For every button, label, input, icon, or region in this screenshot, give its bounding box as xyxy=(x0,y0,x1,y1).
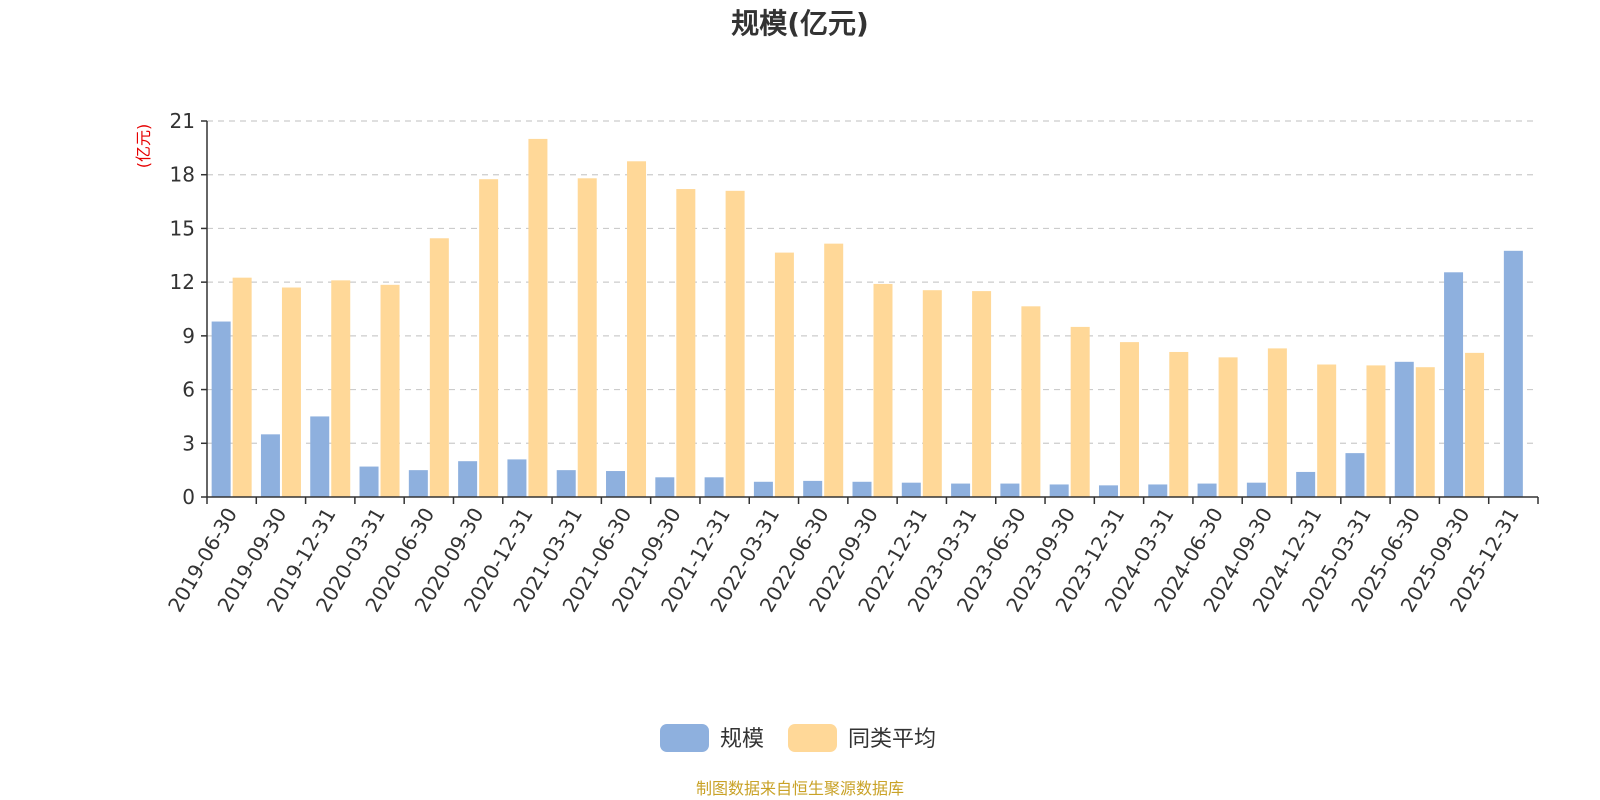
bar-scale xyxy=(260,434,280,497)
legend-swatch xyxy=(788,724,837,752)
bar-scale xyxy=(1000,483,1020,497)
bar-scale xyxy=(1345,453,1365,497)
bar-scale xyxy=(1246,482,1266,497)
bar-scale xyxy=(507,459,527,497)
bar-scale xyxy=(704,477,724,497)
legend-item-scale[interactable]: 规模 xyxy=(660,724,764,752)
bars xyxy=(211,138,1523,498)
bar-peer-average xyxy=(676,189,696,498)
y-tick-label: 12 xyxy=(170,270,195,294)
bar-scale xyxy=(901,482,921,497)
y-axis-ticks: 0 3 6 9 12 15 18 21 xyxy=(170,109,195,509)
bar-peer-average xyxy=(1218,357,1238,497)
legend-label: 同类平均 xyxy=(848,727,936,752)
bar-scale xyxy=(211,321,231,497)
bar-peer-average xyxy=(824,243,844,497)
bar-peer-average xyxy=(1119,342,1139,497)
bar-peer-average xyxy=(1267,348,1287,497)
bar-peer-average xyxy=(331,280,351,497)
bar-scale xyxy=(458,461,478,497)
bar-peer-average xyxy=(972,291,992,497)
bar-scale xyxy=(803,480,823,497)
grid-lines xyxy=(207,120,1538,444)
bar-peer-average xyxy=(627,161,647,498)
bar-peer-average xyxy=(232,277,252,497)
axes xyxy=(201,120,1539,504)
y-tick-label: 18 xyxy=(170,163,195,187)
bar-peer-average xyxy=(429,238,449,497)
bar-scale xyxy=(655,477,675,497)
bar-peer-average xyxy=(380,284,400,497)
data-source-note: 制图数据来自恒生聚源数据库 xyxy=(696,779,904,798)
bar-peer-average xyxy=(577,178,597,498)
bar-peer-average xyxy=(1465,352,1485,497)
bar-peer-average xyxy=(774,252,794,497)
bar-scale xyxy=(1394,361,1414,497)
bar-peer-average xyxy=(281,287,301,497)
y-tick-label: 15 xyxy=(170,216,195,240)
bar-peer-average xyxy=(1366,365,1386,497)
y-tick-label: 21 xyxy=(170,109,195,133)
bar-scale xyxy=(310,416,330,497)
bar-peer-average xyxy=(1317,364,1337,497)
bar-scale xyxy=(606,471,626,497)
y-tick-label: 9 xyxy=(182,324,195,348)
bar-scale xyxy=(359,466,379,497)
y-tick-label: 6 xyxy=(182,378,195,402)
bar-peer-average xyxy=(725,190,745,498)
bar-scale xyxy=(852,481,872,497)
bar-peer-average xyxy=(1021,306,1041,497)
bar-scale xyxy=(1098,485,1118,497)
bar-scale xyxy=(1503,250,1523,497)
bar-peer-average xyxy=(1415,367,1435,497)
chart-title: 规模(亿元) xyxy=(731,7,869,40)
bar-peer-average xyxy=(528,138,548,497)
legend-swatch xyxy=(660,724,709,752)
bar-scale xyxy=(1197,483,1217,497)
bar-scale xyxy=(753,481,773,497)
legend-item-peer-average[interactable]: 同类平均 xyxy=(788,724,936,752)
bar-scale xyxy=(951,483,971,497)
bar-peer-average xyxy=(1070,326,1090,497)
x-axis-ticks: 2019-06-302019-09-302019-12-312020-03-31… xyxy=(163,504,1524,617)
legend: 规模 同类平均 xyxy=(660,724,936,752)
legend-label: 规模 xyxy=(720,727,764,752)
y-tick-label: 3 xyxy=(182,431,195,455)
y-axis-unit-label: (亿元) xyxy=(134,124,153,169)
bar-peer-average xyxy=(479,179,499,497)
bar-peer-average xyxy=(922,290,942,497)
bar-peer-average xyxy=(1169,351,1189,497)
bar-scale xyxy=(1444,272,1464,497)
bar-scale xyxy=(1296,471,1316,497)
bar-peer-average xyxy=(873,283,893,497)
bar-scale xyxy=(1049,484,1069,497)
y-tick-label: 0 xyxy=(182,485,195,509)
bar-scale xyxy=(1148,484,1168,497)
bar-scale xyxy=(556,470,576,497)
bar-scale xyxy=(408,470,428,497)
